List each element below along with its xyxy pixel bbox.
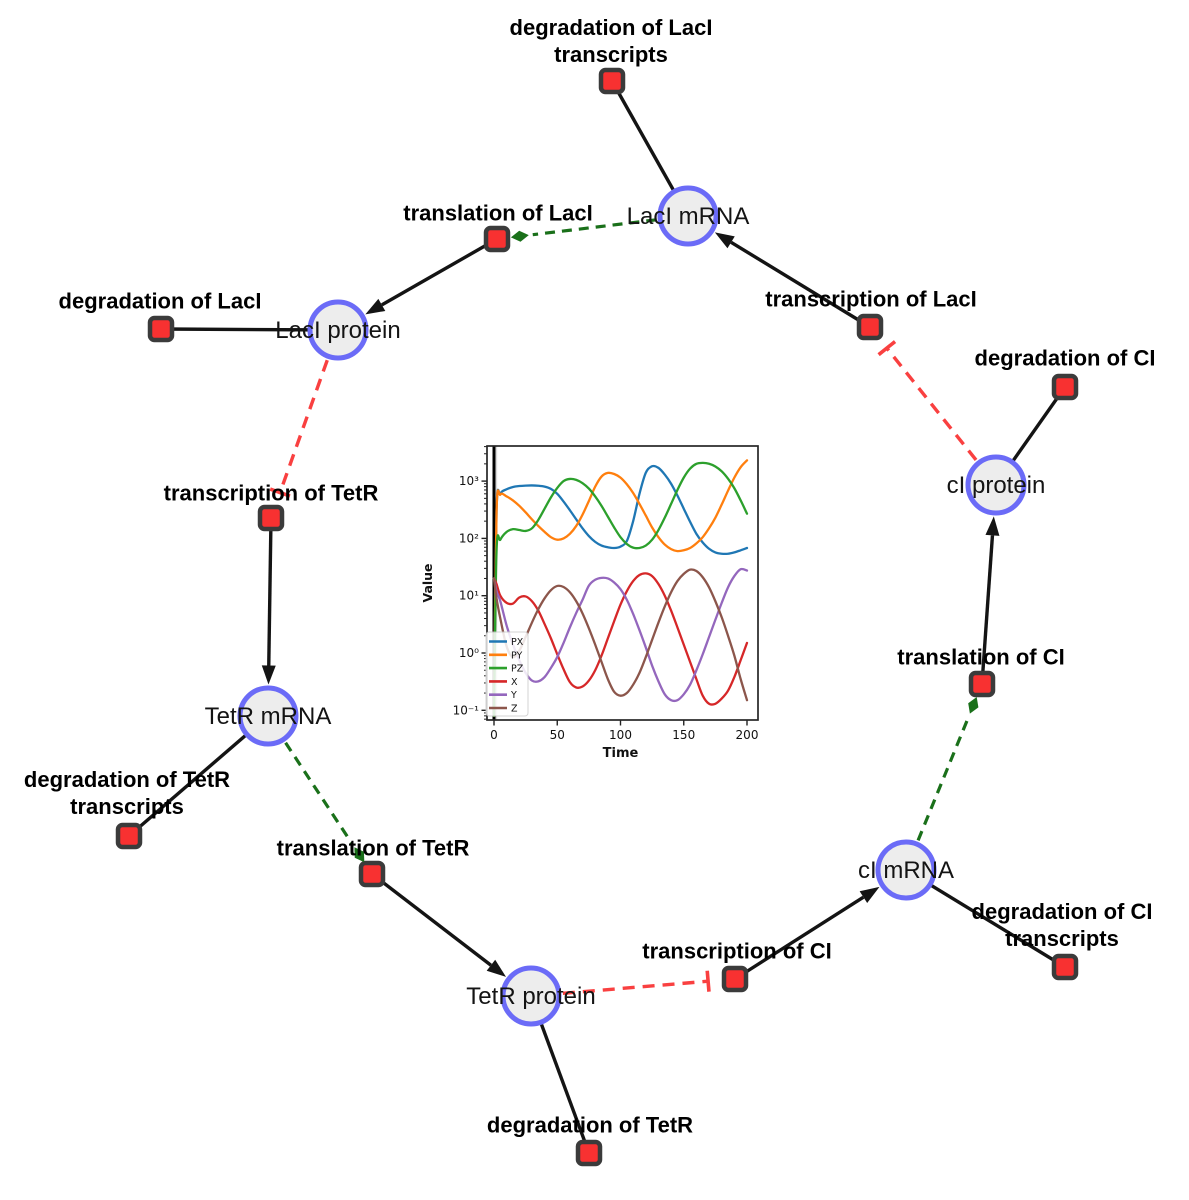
legend-entry-PX: PX — [511, 637, 524, 648]
edge-activation-laci-mrna-to-translation-laci — [532, 218, 657, 237]
edge-inhibition-laci-protein-to-transcription-tetr — [278, 359, 329, 494]
chart-series-PZ — [492, 461, 749, 718]
chart-series-PX — [492, 464, 749, 718]
chart-x-tick-label: 200 — [736, 728, 759, 742]
legend-entry-PZ: PZ — [511, 664, 524, 675]
species-node-laci-protein[interactable] — [307, 299, 369, 361]
species-node-ci-protein[interactable] — [965, 454, 1027, 516]
edge-inhibition-laci-protein-to-transcription-tetr-tee-bar-icon — [269, 487, 291, 498]
reaction-node-transcription-tetr[interactable] — [257, 504, 285, 532]
edge-activation-laci-mrna-to-translation-laci-diamond-arrowhead-icon — [510, 230, 529, 242]
edge-activation-tetr-mrna-to-translation-tetr-diamond-arrowhead-icon — [354, 847, 365, 863]
chart-x-tick-label: 150 — [672, 728, 695, 742]
edge-production-translation-tetr-to-tetr-protein-arrowhead-icon — [486, 959, 507, 977]
chart-x-tick-label: 50 — [550, 728, 565, 742]
chart-xlabel: Time — [603, 746, 639, 761]
reaction-node-deg-tetr-transcripts[interactable] — [115, 822, 143, 850]
chart-y-tick-label: 10³ — [459, 474, 479, 488]
legend-entry-PY: PY — [511, 650, 523, 661]
chart-y-tick-label: 10⁰ — [459, 646, 479, 660]
chart-x-tick-label: 0 — [490, 728, 498, 742]
edge-consumption-ci-mrna-to-deg-ci-transcripts — [905, 868, 1066, 969]
chart-plot-background — [487, 446, 758, 720]
chart-x-tick-label: 100 — [609, 728, 632, 742]
species-node-tetr-protein[interactable] — [500, 965, 562, 1027]
chart-y-tick-label: 10⁻¹ — [453, 703, 480, 717]
chart-series-X — [492, 572, 749, 706]
legend-entry-Y: Y — [510, 690, 517, 701]
edge-production-translation-laci-to-laci-protein — [380, 237, 498, 307]
species-node-tetr-mrna[interactable] — [237, 685, 299, 747]
inset-timecourse-chart: 10⁻¹ 10⁰ 10¹ 10² 10³ 0 50 100 150 200 PX PY PZ XYZ Tim… — [420, 445, 759, 761]
reaction-node-deg-tetr[interactable] — [575, 1139, 603, 1167]
chart-y-tick-label: 10² — [459, 531, 479, 545]
edge-inhibition-tetr-protein-to-transcription-ci — [562, 979, 709, 996]
reaction-node-translation-ci[interactable] — [968, 670, 996, 698]
edge-inhibition-ci-protein-to-transcription-laci — [885, 347, 978, 462]
chart-series-PY — [492, 459, 749, 718]
chart-y-tick-label: 10¹ — [459, 589, 479, 603]
edge-production-translation-tetr-to-tetr-protein — [370, 872, 492, 967]
species-node-laci-mrna[interactable] — [657, 185, 719, 247]
edge-activation-ci-mrna-to-translation-ci — [916, 716, 970, 841]
edge-activation-tetr-mrna-to-translation-tetr — [284, 741, 354, 845]
reaction-node-translation-tetr[interactable] — [358, 860, 386, 888]
reaction-node-deg-laci-transcripts[interactable] — [598, 67, 626, 95]
reaction-node-transcription-ci[interactable] — [721, 965, 749, 993]
edge-production-translation-laci-to-laci-protein-arrowhead-icon — [365, 298, 386, 315]
edge-production-transcription-laci-to-laci-mrna-arrowhead-icon — [714, 232, 735, 249]
chart-frame — [486, 445, 759, 721]
edge-inhibition-tetr-protein-to-transcription-ci-tee-bar-icon — [705, 970, 711, 992]
reaction-node-deg-laci[interactable] — [147, 315, 175, 343]
edge-inhibition-ci-protein-to-transcription-laci-tee-bar-icon — [877, 340, 897, 357]
edge-production-transcription-ci-to-ci-mrna-arrowhead-icon — [859, 886, 880, 904]
species-node-ci-mrna[interactable] — [875, 839, 937, 901]
edge-production-transcription-ci-to-ci-mrna — [734, 895, 865, 981]
reaction-node-deg-ci[interactable] — [1051, 373, 1079, 401]
edge-production-transcription-tetr-to-tetr-mrna — [267, 517, 273, 666]
edge-consumption-tetr-mrna-to-deg-tetr-transcripts — [127, 714, 270, 838]
edge-activation-ci-mrna-to-translation-ci-diamond-arrowhead-icon — [968, 696, 979, 714]
edge-production-translation-ci-to-ci-protein-arrowhead-icon — [985, 516, 1000, 536]
edge-production-transcription-tetr-to-tetr-mrna-arrowhead-icon — [261, 665, 276, 685]
chart-series-Y — [492, 567, 749, 703]
chart-ylabel: Value — [420, 563, 435, 602]
legend-entry-Z: Z — [511, 704, 518, 715]
reaction-node-deg-ci-transcripts[interactable] — [1051, 953, 1079, 981]
reaction-node-transcription-laci[interactable] — [856, 313, 884, 341]
edge-production-translation-ci-to-ci-protein — [980, 535, 995, 685]
edge-production-transcription-laci-to-laci-mrna — [730, 240, 871, 329]
legend-entry-X: X — [511, 677, 518, 688]
reaction-node-translation-laci[interactable] — [483, 225, 511, 253]
chart-series-Z — [492, 568, 749, 702]
